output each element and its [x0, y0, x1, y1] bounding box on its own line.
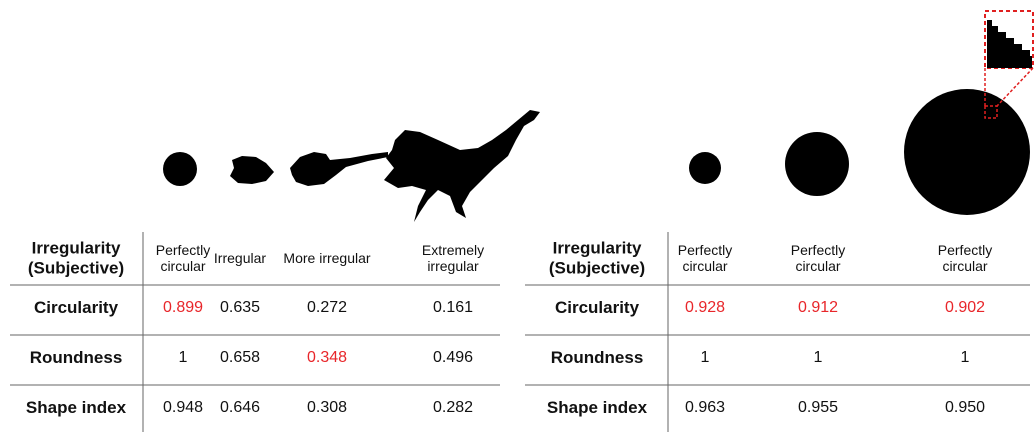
- column-header: Perfectly circular: [665, 242, 745, 274]
- value-cell: 1: [814, 349, 823, 367]
- value-cell: 0.948: [163, 399, 203, 417]
- value-cell: 0.496: [433, 349, 473, 367]
- shape-more-irregular: [290, 152, 388, 186]
- row-label: Roundness: [30, 348, 123, 368]
- row-label: Circularity: [34, 298, 118, 318]
- header-label: Irregularity (Subjective): [537, 238, 657, 277]
- value-cell: 0.902: [945, 299, 985, 317]
- figure: Irregularity (Subjective)Perfectly circu…: [0, 0, 1035, 432]
- row-label: Roundness: [551, 348, 644, 368]
- value-cell: 0.658: [220, 349, 260, 367]
- shape-circle: [163, 152, 197, 186]
- value-cell: 0.635: [220, 299, 260, 317]
- value-cell: 0.899: [163, 299, 203, 317]
- row-label: Shape index: [547, 398, 647, 418]
- shape-circle: [785, 132, 849, 196]
- value-cell: 0.282: [433, 399, 473, 417]
- row-label: Shape index: [26, 398, 126, 418]
- value-cell: 0.912: [798, 299, 838, 317]
- column-header: Perfectly circular: [778, 242, 858, 274]
- shape-irregular: [230, 156, 274, 184]
- value-cell: 0.161: [433, 299, 473, 317]
- row-label: Circularity: [555, 298, 639, 318]
- column-header: More irregular: [282, 250, 372, 266]
- value-cell: 0.928: [685, 299, 725, 317]
- shape-circle: [689, 152, 721, 184]
- value-cell: 0.950: [945, 399, 985, 417]
- value-cell: 0.646: [220, 399, 260, 417]
- value-cell: 1: [701, 349, 710, 367]
- value-cell: 1: [961, 349, 970, 367]
- header-label: Irregularity (Subjective): [16, 238, 136, 277]
- value-cell: 1: [179, 349, 188, 367]
- value-cell: 0.348: [307, 349, 347, 367]
- shapes-and-rules: [0, 0, 1035, 432]
- value-cell: 0.308: [307, 399, 347, 417]
- shape-extremely-irregular: [384, 110, 540, 222]
- column-header: Extremely irregular: [398, 242, 508, 274]
- column-header: Perfectly circular: [925, 242, 1005, 274]
- column-header: Perfectly circular: [148, 242, 218, 274]
- column-header: Irregular: [210, 250, 270, 266]
- value-cell: 0.955: [798, 399, 838, 417]
- shape-circle: [904, 89, 1030, 215]
- value-cell: 0.272: [307, 299, 347, 317]
- value-cell: 0.963: [685, 399, 725, 417]
